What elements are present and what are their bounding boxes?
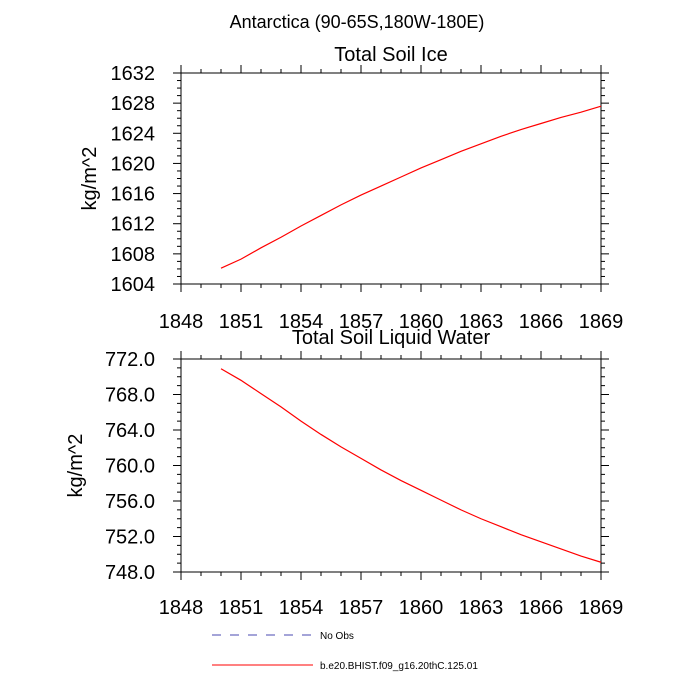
x-tick-label: 1854 [279,311,324,333]
series-line [220,105,602,269]
y-tick-label: 752.0 [105,527,155,549]
x-tick-label: 1866 [519,311,564,333]
x-tick-label: 1848 [159,311,204,333]
x-tick-label: 1860 [399,311,444,333]
legend: No Obs b.e20.BHIST.f09_g16.20thC.125.01 [212,631,478,672]
x-tick-label: 1863 [459,597,504,619]
legend-label: No Obs [320,631,354,642]
y-tick-label: 1632 [111,63,156,85]
y-tick-label: 748.0 [105,562,155,584]
panels: Total Soil Ice kg/m^2 1848 1851 1854 1857 1860… [65,44,623,619]
figure-title: Antarctica (90-65S,180W-180E) [230,12,485,32]
y-tick-label: 764.0 [105,420,155,442]
y-tick-label: 1628 [111,93,156,115]
x-tick-label: 1857 [339,597,384,619]
x-tick-label: 1851 [219,311,264,333]
y-axis-label: kg/m^2 [79,147,101,211]
y-tick-label: 1616 [111,184,156,206]
y-axis-label: kg/m^2 [65,434,87,498]
x-tick-label: 1863 [459,311,504,333]
panel-2: Total Soil Liquid Water kg/m^2 1848 1851 185… [65,327,623,619]
plot-frame [180,358,602,573]
y-tick-label: 1624 [111,123,156,145]
y-tick-label: 1612 [111,214,156,236]
panel-title: Total Soil Ice [334,44,447,66]
legend-label: b.e20.BHIST.f09_g16.20thC.125.01 [320,661,478,672]
x-tick-label: 1866 [519,597,564,619]
panel-1: Total Soil Ice kg/m^2 1848 1851 1854 1857 1860… [79,44,623,333]
panel-title: Total Soil Liquid Water [292,327,491,349]
y-tick-label: 768.0 [105,385,155,407]
x-tick-label: 1854 [279,597,324,619]
y-tick-label: 1608 [111,244,156,266]
x-tick-label: 1860 [399,597,444,619]
y-tick-label: 1604 [111,274,156,296]
y-tick-label: 1620 [111,153,156,175]
x-tick-label: 1869 [579,597,624,619]
y-tick-label: 756.0 [105,491,155,513]
x-tick-label: 1857 [339,311,384,333]
y-tick-label: 772.0 [105,349,155,371]
x-tick-label: 1851 [219,597,264,619]
series-line [220,368,602,563]
x-tick-label: 1869 [579,311,624,333]
y-tick-label: 760.0 [105,456,155,478]
plot-frame [180,72,602,285]
x-tick-label: 1848 [159,597,204,619]
